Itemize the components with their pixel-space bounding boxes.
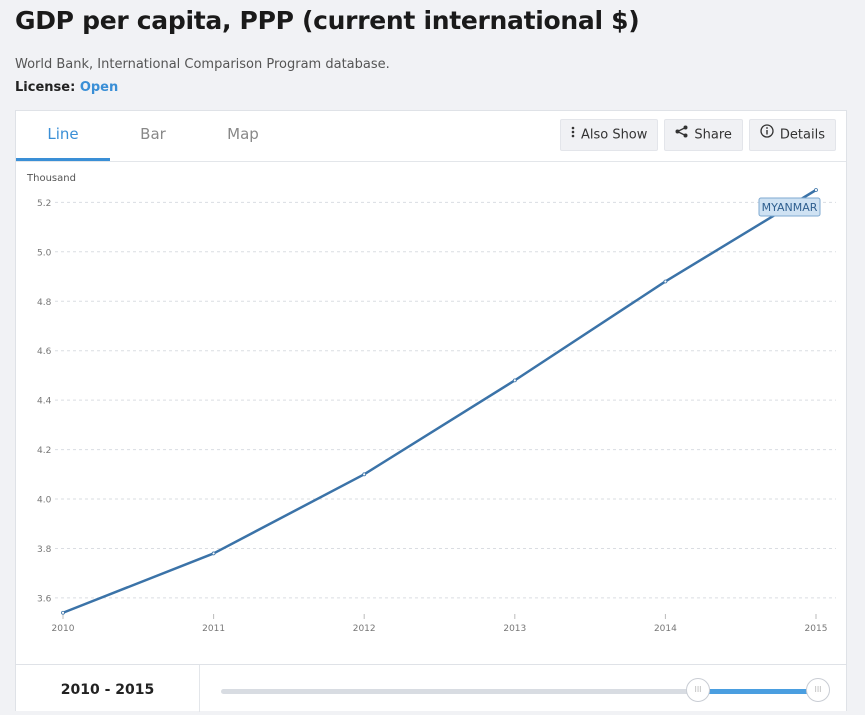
x-tick-label: 2015 xyxy=(805,624,828,634)
y-axis-ticks: 3.6 3.8 4.0 4.2 4.4 4.6 4.8 5.0 5.2 xyxy=(37,199,52,605)
range-end-handle[interactable]: III xyxy=(806,678,830,702)
x-tick-label: 2010 xyxy=(52,624,75,634)
series-line[interactable] xyxy=(62,188,817,614)
also-show-button[interactable]: Also Show xyxy=(559,119,659,151)
y-tick-label: 5.2 xyxy=(37,199,51,209)
series-layer xyxy=(61,188,818,615)
license-line: License: Open xyxy=(15,80,118,95)
data-source: World Bank, International Comparison Pro… xyxy=(15,57,390,72)
also-show-label: Also Show xyxy=(580,127,648,143)
range-label: 2010 - 2015 xyxy=(16,665,200,712)
x-tick-label: 2014 xyxy=(654,624,677,634)
series-end-label: MYANMAR xyxy=(758,197,821,217)
y-tick-label: 5.0 xyxy=(37,248,52,258)
info-icon xyxy=(760,120,774,150)
y-tick-label: 4.2 xyxy=(37,446,51,456)
chart-card: Line Bar Map Also Show Share Details xyxy=(15,110,847,711)
series-label-text: MYANMAR xyxy=(762,201,818,214)
tab-line[interactable]: Line xyxy=(16,111,110,161)
slider-track[interactable]: III III xyxy=(221,678,830,702)
line-chart: Thousand 3.6 3.8 4.0 4.2 4.4 4.6 4.8 5.0 5.2 201… xyxy=(26,173,836,634)
details-label: Details xyxy=(779,127,825,143)
series-label-layer: MYANMAR xyxy=(758,197,821,217)
y-tick-label: 4.0 xyxy=(37,496,52,506)
data-point[interactable] xyxy=(814,188,818,192)
slider-selected-range xyxy=(698,689,818,694)
data-point[interactable] xyxy=(211,551,216,556)
page-title: GDP per capita, PPP (current internation… xyxy=(15,6,640,35)
series-label-box xyxy=(758,197,821,217)
y-tick-label: 4.8 xyxy=(37,298,52,308)
vertical-dots-icon xyxy=(571,120,575,150)
y-tick-label: 3.6 xyxy=(37,594,52,604)
share-label: Share xyxy=(694,127,732,143)
grid-lines xyxy=(55,201,836,599)
data-point[interactable] xyxy=(512,378,517,383)
details-button[interactable]: Details xyxy=(748,119,836,151)
chart-toolbar: Also Show Share Details xyxy=(554,119,836,151)
x-tick-label: 2011 xyxy=(202,624,225,634)
share-button[interactable]: Share xyxy=(664,119,743,151)
chart-tabs: Line Bar Map xyxy=(16,111,846,162)
y-unit-label: Thousand xyxy=(26,173,76,184)
tab-bar[interactable]: Bar xyxy=(140,125,166,143)
tab-map[interactable]: Map xyxy=(227,125,259,143)
range-start-handle[interactable]: III xyxy=(686,678,710,702)
license-label: License: xyxy=(15,80,76,95)
x-tick-label: 2013 xyxy=(503,624,526,634)
y-tick-label: 3.8 xyxy=(37,545,52,555)
data-point[interactable] xyxy=(663,279,668,284)
y-tick-label: 4.6 xyxy=(37,347,52,357)
y-tick-label: 4.4 xyxy=(37,397,52,407)
x-axis-ticks: 2010 2011 2012 2013 2014 2015 xyxy=(52,614,828,634)
data-point[interactable] xyxy=(362,472,367,477)
time-range-slider: 2010 - 2015 III III xyxy=(15,664,847,712)
data-point[interactable] xyxy=(61,610,65,615)
license-link[interactable]: Open xyxy=(79,80,119,95)
x-tick-label: 2012 xyxy=(353,624,376,634)
share-icon xyxy=(675,120,688,150)
